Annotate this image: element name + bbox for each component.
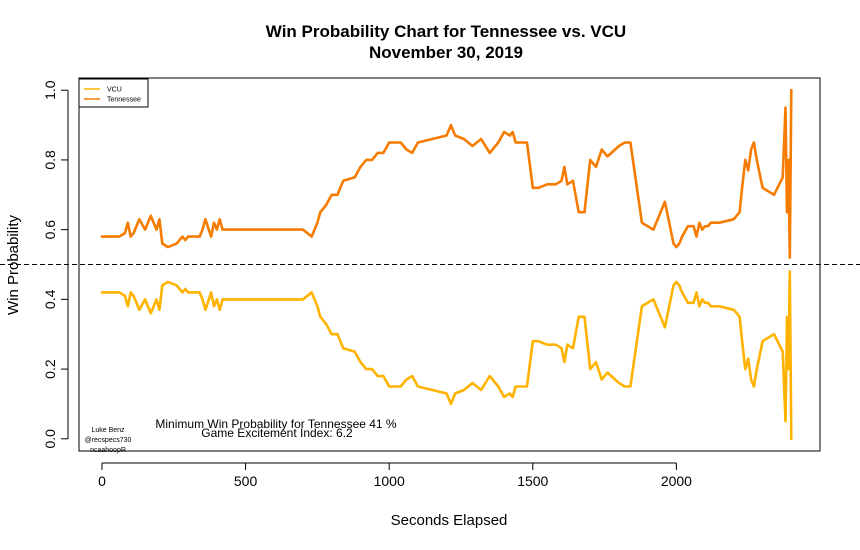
credit-package: ncaahoopR (90, 447, 126, 454)
credit-author: Luke Benz (91, 427, 125, 434)
legend-label-vcu: VCU (107, 87, 122, 94)
x-tick-label: 2000 (661, 473, 692, 489)
game-excitement-index-annotation: Game Excitement Index: 6.2 (201, 426, 353, 440)
y-axis-label: Win Probability (5, 214, 22, 315)
x-tick-label: 1000 (374, 473, 405, 489)
y-axis: 0.0 0.2 0.4 0.6 0.8 1.0 (42, 80, 69, 449)
x-tick-label: 1500 (517, 473, 548, 489)
x-tick-label: 0 (98, 473, 106, 489)
chart-title: Win Probability Chart for Tennessee vs. … (266, 22, 626, 41)
y-tick-label: 0.2 (42, 359, 58, 379)
x-axis: 0 500 1000 1500 2000 (98, 462, 692, 489)
legend: VCU Tennessee (78, 78, 149, 108)
y-tick-label: 0.4 (42, 289, 58, 309)
y-tick-label: 0.0 (42, 429, 58, 449)
y-tick-label: 0.8 (42, 150, 58, 170)
series-line-vcu (100, 270, 793, 441)
credit-handle: @recspecs730 (85, 437, 132, 444)
x-tick-label: 500 (234, 473, 258, 489)
series-line-tennessee (100, 88, 793, 259)
y-tick-label: 1.0 (42, 80, 58, 100)
min-win-probability-annotation: Minimum Win Probability for Tennessee 41… (155, 417, 397, 431)
legend-label-tennessee: Tennessee (107, 97, 141, 104)
chart-subtitle: November 30, 2019 (369, 43, 523, 62)
legend-box (78, 78, 149, 108)
series-layer (100, 88, 793, 441)
y-tick-label: 0.6 (42, 220, 58, 240)
x-axis-label: Seconds Elapsed (391, 512, 508, 529)
